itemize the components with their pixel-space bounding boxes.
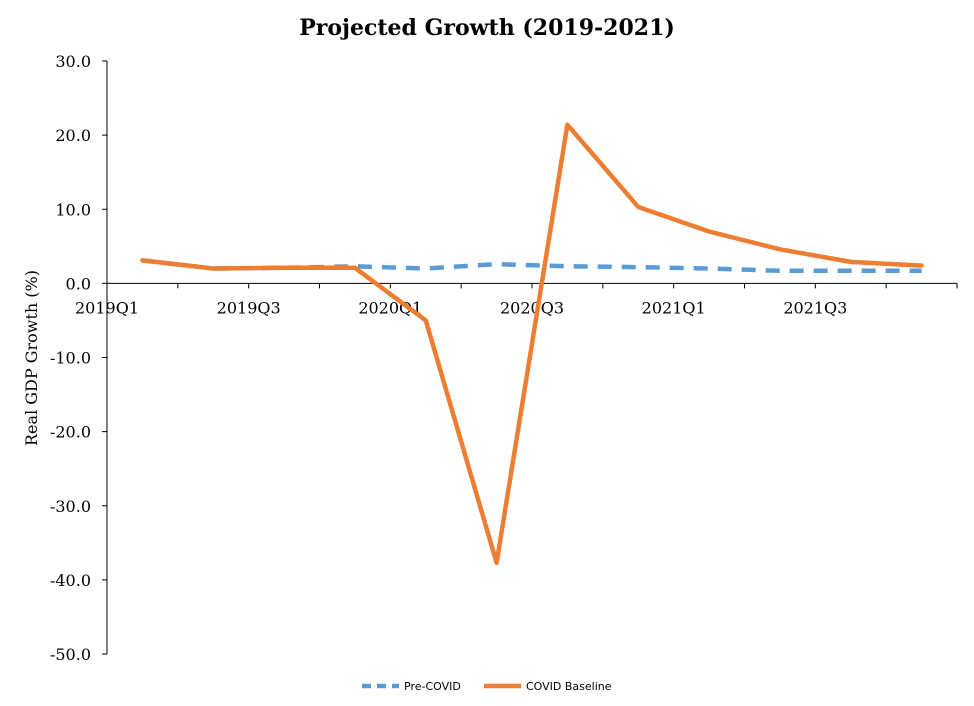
series-lines	[140, 122, 924, 566]
legend-label: Pre-COVID	[404, 680, 461, 693]
y-axis: 30.0 20.0 10.0 0.0 -10.0 -20.0 -30.0 -40.0 -50.0	[50, 52, 108, 664]
y-axis-label: Real GDP Growth (%)	[22, 270, 41, 446]
y-tick-label: 30.0	[55, 52, 91, 71]
x-tick-label: 2019Q1	[75, 298, 139, 317]
x-axis: 2019Q1 2019Q3 2020Q1 2020Q3 2021Q1 2021Q3	[75, 282, 958, 317]
legend: Pre-COVID COVID Baseline	[362, 680, 612, 693]
legend-label: COVID Baseline	[526, 680, 612, 693]
y-tick-label: -20.0	[50, 423, 91, 442]
y-tick-label: -30.0	[50, 497, 91, 516]
x-tick-label: 2020Q1	[358, 298, 422, 317]
y-tick-label: -10.0	[50, 349, 91, 368]
x-tick-label: 2021Q3	[783, 298, 847, 317]
y-tick-label: 0.0	[66, 274, 91, 293]
x-tick-label: 2019Q3	[217, 298, 281, 317]
series-line-covid-baseline	[140, 122, 924, 566]
x-tick-label: 2020Q3	[500, 298, 564, 317]
y-tick-label: -50.0	[50, 645, 91, 664]
x-tick-label: 2021Q1	[642, 298, 706, 317]
y-tick-label: 10.0	[55, 200, 91, 219]
y-tick-label: 20.0	[55, 126, 91, 145]
y-tick-label: -40.0	[50, 571, 91, 590]
chart-title: Projected Growth (2019-2021)	[299, 15, 675, 41]
